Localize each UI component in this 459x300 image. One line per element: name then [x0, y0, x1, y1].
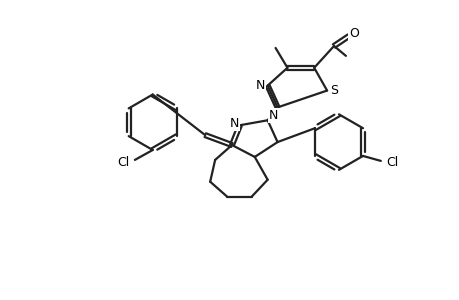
Text: N: N — [229, 117, 238, 130]
Text: S: S — [329, 84, 337, 97]
Text: Cl: Cl — [386, 156, 398, 170]
Text: O: O — [348, 27, 358, 40]
Text: N: N — [269, 109, 278, 122]
Text: N: N — [256, 79, 265, 92]
Text: Cl: Cl — [117, 156, 129, 170]
